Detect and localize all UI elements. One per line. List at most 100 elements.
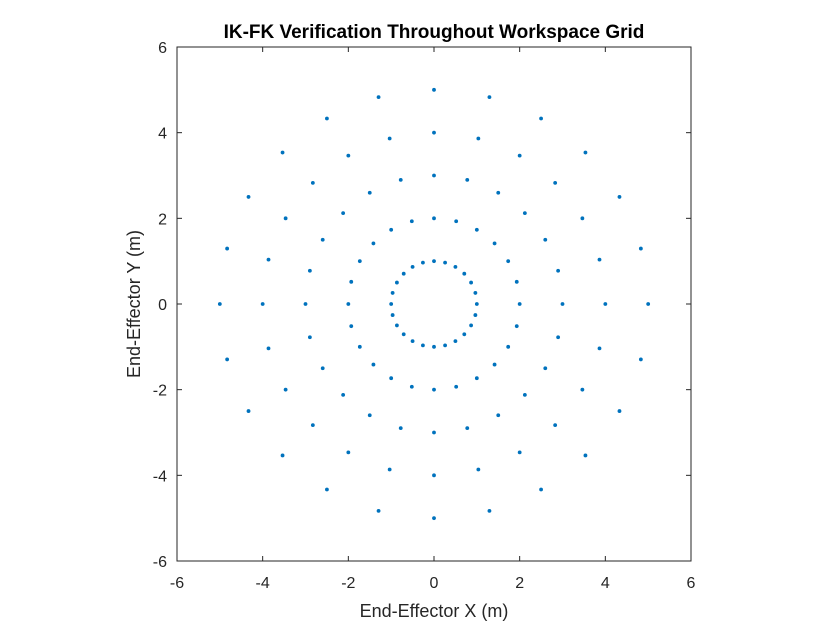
data-point bbox=[454, 384, 459, 389]
data-point bbox=[462, 332, 467, 337]
data-point bbox=[346, 153, 351, 158]
data-point bbox=[474, 227, 479, 232]
x-tick-label: -2 bbox=[341, 575, 355, 592]
data-point bbox=[266, 257, 271, 262]
data-point bbox=[560, 302, 565, 306]
data-point bbox=[390, 313, 395, 317]
data-point bbox=[367, 190, 372, 195]
data-point bbox=[638, 246, 643, 251]
data-point bbox=[496, 190, 501, 195]
data-point bbox=[617, 409, 622, 413]
data-point bbox=[432, 259, 436, 264]
data-point bbox=[603, 302, 608, 306]
data-point bbox=[580, 387, 585, 392]
data-point bbox=[320, 237, 325, 242]
data-point bbox=[349, 279, 354, 284]
data-point bbox=[517, 450, 522, 455]
data-point bbox=[583, 453, 588, 458]
data-point bbox=[473, 291, 478, 295]
data-point bbox=[597, 257, 602, 262]
data-point bbox=[395, 323, 399, 328]
y-tick-label: -4 bbox=[153, 468, 167, 485]
data-point bbox=[514, 279, 519, 284]
data-point bbox=[346, 450, 351, 455]
data-point bbox=[556, 335, 561, 340]
data-point bbox=[421, 343, 425, 348]
data-point bbox=[283, 387, 288, 392]
data-points bbox=[217, 87, 651, 521]
data-point bbox=[514, 324, 519, 329]
data-point bbox=[496, 413, 501, 418]
data-point bbox=[389, 227, 394, 232]
data-point bbox=[517, 153, 522, 158]
data-point bbox=[543, 366, 548, 371]
data-point bbox=[543, 237, 548, 242]
data-point bbox=[371, 241, 376, 246]
data-point bbox=[432, 430, 436, 435]
data-point bbox=[387, 136, 392, 141]
data-point bbox=[283, 216, 288, 221]
data-point bbox=[597, 346, 602, 351]
data-point bbox=[553, 180, 558, 185]
data-point bbox=[325, 116, 329, 121]
data-point bbox=[367, 413, 372, 418]
data-point bbox=[409, 384, 414, 389]
data-point bbox=[487, 95, 492, 100]
data-point bbox=[307, 268, 312, 273]
data-point bbox=[398, 177, 403, 182]
x-tick-label: -4 bbox=[256, 575, 270, 592]
data-point bbox=[473, 313, 478, 317]
data-point bbox=[260, 302, 265, 306]
data-point bbox=[401, 332, 406, 337]
data-point bbox=[432, 130, 436, 135]
tick-labels: -6 -4 -2 0 2 4 6 -6 -4 -2 0 2 4 6 bbox=[153, 40, 696, 592]
data-point bbox=[522, 392, 527, 397]
data-point bbox=[469, 323, 473, 328]
data-point bbox=[465, 426, 470, 431]
data-point bbox=[553, 423, 558, 428]
data-point bbox=[280, 453, 285, 458]
data-point bbox=[376, 508, 381, 513]
data-point bbox=[492, 241, 497, 246]
data-point bbox=[390, 291, 395, 295]
data-point bbox=[638, 357, 643, 362]
data-point bbox=[432, 173, 436, 178]
data-point bbox=[474, 302, 479, 306]
data-point bbox=[320, 366, 325, 371]
chart-title: IK-FK Verification Throughout Workspace … bbox=[224, 22, 645, 43]
data-point bbox=[454, 219, 459, 224]
data-point bbox=[506, 344, 511, 349]
data-point bbox=[266, 346, 271, 351]
data-point bbox=[443, 343, 447, 348]
x-tick-label: 6 bbox=[687, 575, 696, 592]
axis-ticks bbox=[176, 46, 692, 562]
data-point bbox=[246, 195, 251, 199]
data-point bbox=[517, 302, 522, 306]
data-point bbox=[476, 136, 481, 141]
x-tick-label: -6 bbox=[170, 575, 184, 592]
data-point bbox=[225, 357, 230, 362]
data-point bbox=[225, 246, 230, 251]
data-point bbox=[310, 180, 315, 185]
data-point bbox=[401, 271, 406, 276]
data-point bbox=[522, 211, 527, 216]
data-point bbox=[465, 177, 470, 182]
data-point bbox=[341, 211, 346, 216]
data-point bbox=[580, 216, 585, 221]
data-point bbox=[398, 426, 403, 431]
data-point bbox=[410, 265, 415, 269]
data-point bbox=[357, 344, 362, 349]
data-point bbox=[453, 265, 458, 269]
data-point bbox=[303, 302, 308, 306]
data-point bbox=[307, 335, 312, 340]
y-tick-label: 4 bbox=[158, 126, 167, 143]
data-point bbox=[310, 423, 315, 428]
data-point bbox=[325, 487, 329, 492]
y-tick-label: 0 bbox=[158, 297, 167, 314]
data-point bbox=[280, 150, 285, 155]
data-point bbox=[432, 344, 436, 349]
data-point bbox=[421, 260, 425, 265]
data-point bbox=[462, 271, 467, 276]
data-point bbox=[389, 302, 394, 306]
data-point bbox=[371, 362, 376, 367]
